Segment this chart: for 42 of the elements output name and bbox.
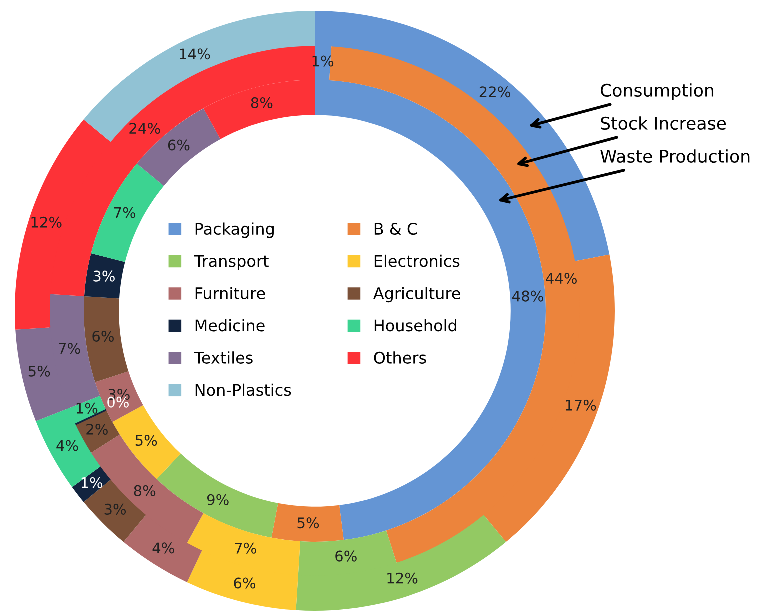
data-label: 22% bbox=[480, 86, 510, 98]
data-label: 3% bbox=[104, 504, 126, 515]
data-label: 48% bbox=[512, 290, 544, 302]
data-label: 12% bbox=[32, 216, 62, 228]
legend-label: Electronics bbox=[374, 254, 460, 268]
data-label: 6% bbox=[336, 550, 357, 562]
data-label: 14% bbox=[180, 48, 210, 60]
data-label: 5% bbox=[136, 435, 158, 446]
data-label: 8% bbox=[251, 97, 273, 108]
legend-label: Transport bbox=[194, 255, 269, 270]
legend-label: Furniture bbox=[196, 287, 266, 300]
data-label: 7% bbox=[235, 542, 256, 554]
data-label: 7% bbox=[59, 343, 80, 354]
data-label: 5% bbox=[298, 518, 320, 529]
legend-label: Packaging bbox=[196, 222, 274, 238]
slice-label: Stock Increase bbox=[601, 116, 726, 130]
data-label: 24% bbox=[130, 123, 160, 134]
legend-label: B & C bbox=[374, 222, 418, 236]
data-label: 12% bbox=[388, 572, 418, 584]
data-label: 5% bbox=[28, 366, 50, 377]
data-label: 3% bbox=[94, 270, 115, 282]
slice-label: Waste Production bbox=[600, 150, 750, 164]
legend-label: Medicine bbox=[196, 319, 265, 332]
slice-label: Consumption bbox=[600, 84, 714, 100]
data-label: 4% bbox=[152, 542, 174, 554]
data-label: 9% bbox=[207, 494, 229, 506]
data-label: 8% bbox=[134, 485, 156, 496]
data-label: 4% bbox=[56, 440, 78, 452]
legend-label: Agriculture bbox=[374, 287, 460, 303]
legend-label: Others bbox=[374, 352, 426, 364]
data-label: 7% bbox=[114, 207, 136, 218]
data-label: 6% bbox=[168, 140, 190, 151]
data-label: 6% bbox=[92, 330, 114, 342]
data-label: 44% bbox=[546, 273, 577, 284]
data-label: 17% bbox=[566, 400, 596, 411]
legend-label: Household bbox=[374, 319, 456, 332]
data-label: 1% bbox=[82, 477, 103, 488]
data-label: 6% bbox=[234, 578, 256, 589]
legend-label: Textiles bbox=[194, 352, 253, 364]
legend-label: Non-Plastics bbox=[196, 384, 292, 396]
data-label: 2% bbox=[86, 424, 108, 435]
data-label: 1% bbox=[76, 402, 98, 414]
